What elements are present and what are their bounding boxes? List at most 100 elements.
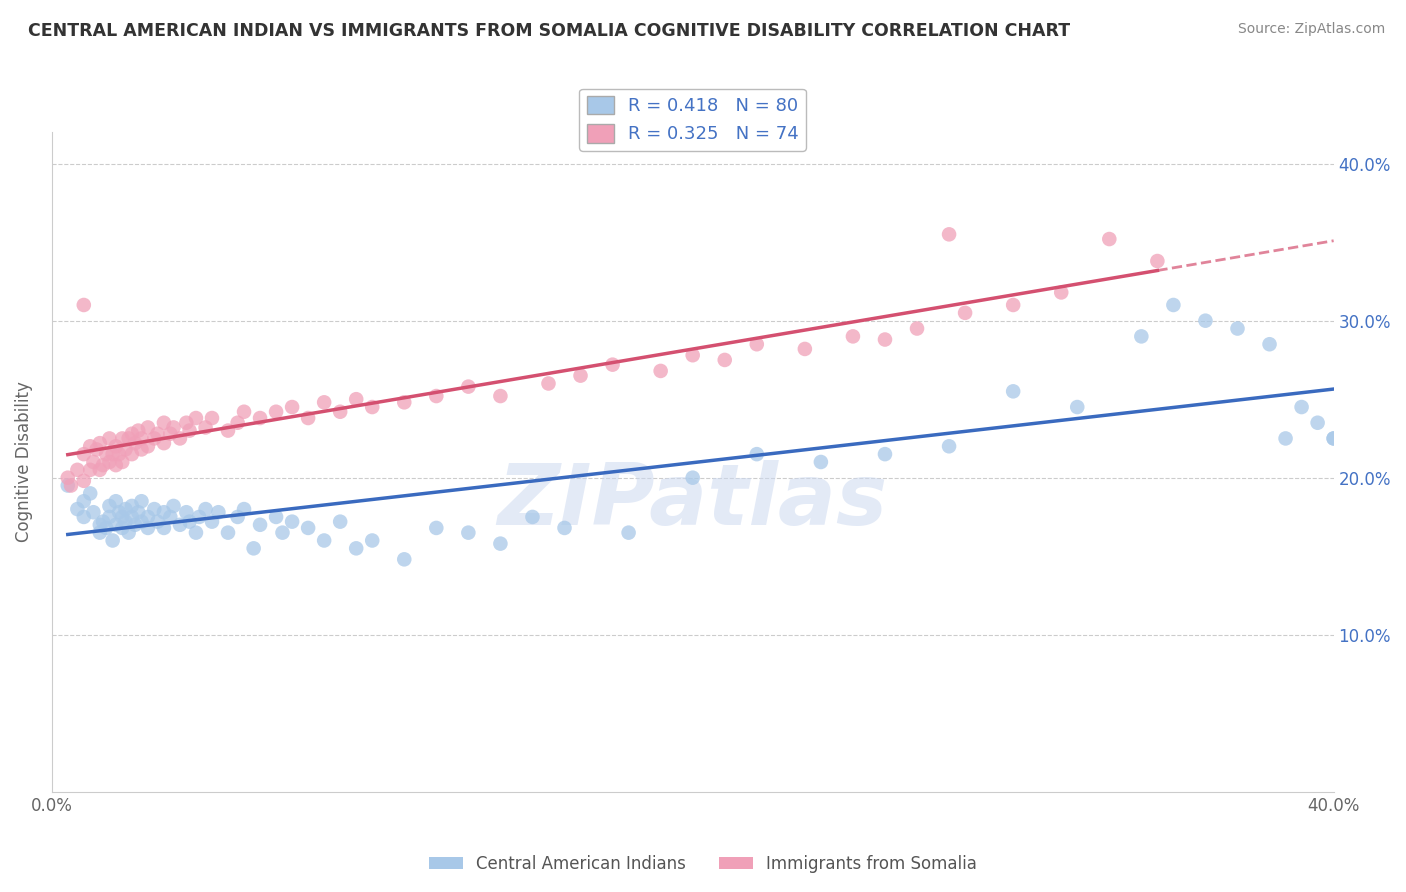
Point (425, 521, 447, 535)
Point (361, 400, 384, 414)
Point (143, 432, 166, 446)
Point (938, 227, 960, 242)
Point (73, 474, 96, 488)
Point (96, 521, 118, 535)
Point (344, 541, 367, 556)
Point (650, 364, 672, 378)
Point (146, 426, 169, 441)
Point (271, 525, 294, 540)
Point (489, 389, 512, 403)
Point (217, 424, 239, 438)
Point (169, 432, 191, 446)
Point (745, 337, 768, 351)
Text: Source: ZipAtlas.com: Source: ZipAtlas.com (1237, 22, 1385, 37)
Point (297, 521, 319, 535)
Point (489, 536, 512, 550)
Point (361, 533, 384, 548)
Point (953, 306, 976, 320)
Point (136, 420, 159, 434)
Point (98, 510, 121, 524)
Point (1323, 432, 1346, 446)
Point (121, 447, 143, 461)
Point (602, 358, 624, 372)
Text: CENTRAL AMERICAN INDIAN VS IMMIGRANTS FROM SOMALIA COGNITIVE DISABILITY CORRELAT: CENTRAL AMERICAN INDIAN VS IMMIGRANTS FR… (28, 22, 1070, 40)
Point (131, 515, 153, 529)
Point (153, 416, 176, 430)
Point (159, 510, 181, 524)
Point (121, 510, 143, 524)
Point (394, 552, 416, 566)
Point (394, 395, 416, 409)
Point (79, 486, 101, 500)
Point (201, 515, 224, 529)
Point (297, 411, 319, 425)
Point (249, 411, 271, 425)
Point (1146, 254, 1168, 268)
Point (89, 525, 111, 540)
Legend: Central American Indians, Immigrants from Somalia: Central American Indians, Immigrants fro… (423, 848, 983, 880)
Point (184, 411, 207, 425)
Point (425, 389, 447, 403)
Point (281, 400, 304, 414)
Point (242, 541, 264, 556)
Point (118, 525, 141, 540)
Point (217, 525, 239, 540)
Point (66, 502, 89, 516)
Point (1066, 400, 1088, 414)
Point (176, 505, 198, 519)
Point (114, 515, 136, 529)
Point (842, 329, 865, 343)
Point (249, 517, 271, 532)
Point (108, 447, 131, 461)
Point (131, 494, 153, 508)
Point (89, 436, 111, 450)
Point (124, 436, 146, 450)
Point (938, 439, 960, 453)
Point (131, 432, 153, 446)
Point (153, 505, 176, 519)
Point (121, 499, 143, 513)
Point (101, 533, 124, 548)
Point (344, 392, 367, 407)
Point (188, 510, 211, 524)
Point (143, 502, 166, 516)
Point (136, 521, 159, 535)
Point (136, 439, 159, 453)
Point (73, 494, 96, 508)
Point (793, 342, 815, 356)
Point (184, 525, 207, 540)
Point (162, 499, 184, 513)
Point (1050, 285, 1073, 300)
Point (1194, 314, 1216, 328)
Point (73, 298, 96, 312)
Point (98, 499, 121, 513)
Point (1274, 432, 1296, 446)
Point (162, 420, 184, 434)
Point (146, 515, 169, 529)
Point (73, 447, 96, 461)
Point (314, 533, 336, 548)
Point (682, 348, 704, 362)
Point (159, 426, 181, 441)
Point (810, 455, 832, 469)
Point (553, 521, 575, 535)
Point (86, 442, 108, 457)
Point (617, 525, 640, 540)
Point (114, 442, 136, 457)
Point (179, 515, 201, 529)
Point (66, 463, 89, 477)
Point (194, 502, 217, 516)
Point (1098, 232, 1121, 246)
Point (873, 447, 896, 461)
Point (1291, 400, 1313, 414)
Point (111, 455, 134, 469)
Point (104, 494, 127, 508)
Point (1002, 384, 1025, 399)
Point (89, 517, 111, 532)
Point (682, 471, 704, 485)
Point (314, 395, 336, 409)
Point (207, 505, 229, 519)
Point (127, 505, 149, 519)
Point (121, 426, 143, 441)
Point (457, 379, 479, 393)
